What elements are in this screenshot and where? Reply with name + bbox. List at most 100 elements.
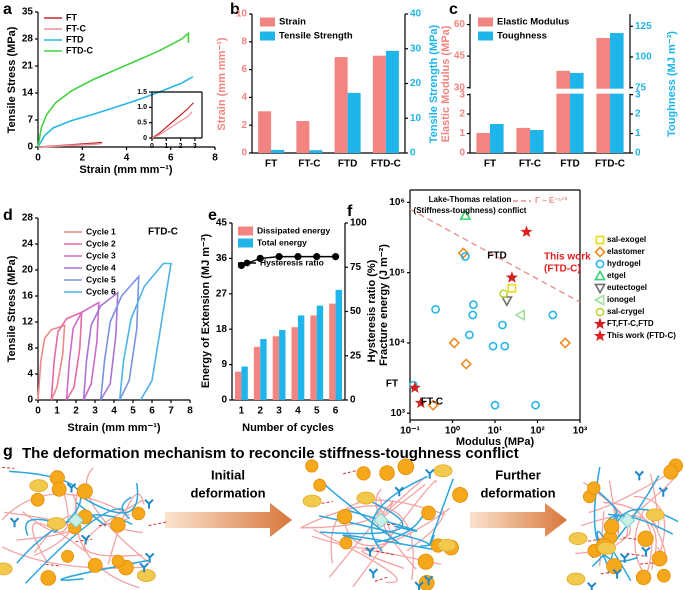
arrow [165, 503, 292, 537]
particle [663, 464, 679, 480]
y2-tick-label: 20 [410, 78, 422, 89]
polymer-chain [313, 528, 398, 584]
y-tick-label: 0 [27, 142, 33, 153]
marker [408, 381, 421, 393]
network-illustration [0, 458, 683, 590]
marker [448, 337, 460, 349]
y2-axis-label: Hysteresis ratio (%) [366, 259, 378, 362]
particle [76, 483, 93, 500]
particle [339, 536, 353, 550]
data-line [37, 76, 194, 148]
legend-label: hydrogel [607, 259, 641, 268]
y-tick-label: 1.5 [137, 89, 147, 96]
x-tick-label: 5 [314, 406, 320, 417]
legend-swatch [478, 17, 493, 27]
polymer-chain [121, 496, 132, 520]
bar [241, 366, 248, 400]
bar [570, 72, 584, 153]
dashed-bond [626, 552, 648, 557]
polymer-chain [608, 480, 620, 537]
panel-letter: g [3, 443, 13, 460]
bar [309, 150, 323, 153]
y-tick-label: 10³ [391, 408, 406, 419]
crystal-domain [356, 491, 376, 505]
x-tick-label: FT-C [298, 159, 320, 170]
particle [111, 554, 125, 568]
annotation: FTD [487, 251, 506, 262]
particle [379, 465, 395, 481]
y2-tick-label: 0 [635, 148, 641, 159]
legend-label: Tensile Strength [279, 31, 353, 42]
crosslink-node [68, 512, 84, 529]
dashed-bond [377, 523, 398, 526]
y-tick-label: 3 [459, 89, 465, 100]
y2-tick-label: 30 [410, 43, 422, 54]
legend-label: Elastic Modulus [497, 17, 569, 28]
crosslinker [394, 486, 404, 497]
marker [460, 252, 470, 261]
bar [516, 127, 530, 153]
step-label: Initial [211, 467, 245, 482]
annotation: (FTD-C) [544, 264, 581, 275]
marker [499, 289, 509, 299]
annotation: FT-C [421, 397, 443, 408]
x-tick-label: 0 [35, 406, 41, 417]
bar [316, 305, 324, 400]
data-line [151, 102, 194, 139]
x-tick-label: 10² [530, 426, 545, 437]
legend-label: Hysteresis ratio [260, 257, 324, 267]
x-tick-label: 3 [92, 406, 98, 417]
line-marker [294, 253, 302, 261]
data-line [37, 324, 66, 401]
y-tick-label: 8 [241, 36, 247, 47]
dashed-bond [2, 467, 15, 469]
x-tick-label: 6 [168, 153, 174, 164]
polymer-chain [301, 505, 414, 581]
panel-letter: e [208, 207, 217, 224]
y-tick-label: 45 [454, 51, 466, 62]
y-tick-label: 0 [459, 148, 465, 159]
y2-axis-label: Tensile Strength (MPa) [428, 24, 440, 143]
crosslinker [414, 581, 424, 590]
marker [593, 317, 607, 330]
dashed-bond [45, 563, 61, 567]
x-tick-label: 1 [164, 143, 168, 150]
dashed-bond [311, 501, 333, 506]
x-tick-label: 3 [193, 143, 197, 150]
marker [457, 247, 470, 259]
y-tick-label: 0 [143, 135, 147, 142]
bar [272, 336, 280, 400]
line-marker [256, 254, 264, 262]
marker [490, 400, 500, 410]
dashed-bond [148, 521, 169, 527]
x-tick-label: 2 [179, 143, 183, 150]
y-tick-label: 27 [216, 288, 228, 299]
legend-label: Cycle 5 [86, 274, 116, 284]
particle [336, 508, 353, 525]
legend-label: Strain [279, 17, 306, 28]
data-line [50, 311, 83, 401]
legend-swatch [243, 259, 251, 267]
x-tick-label: 6 [149, 406, 155, 417]
crystal-domain [568, 532, 588, 545]
polymer-chain [614, 508, 679, 527]
marker [500, 296, 513, 307]
y2-tick-label: 100 [635, 52, 652, 63]
x-axis-label: Strain (mm mm⁻¹) [67, 422, 161, 434]
legend-swatch [478, 31, 493, 41]
y-tick-label: 4 [27, 369, 33, 380]
y-tick-label: 45 [216, 218, 228, 229]
y-tick-label: 0 [221, 395, 227, 406]
y-tick-label: 8 [27, 343, 33, 354]
legend-swatch [238, 238, 253, 248]
x-tick-label: 4 [111, 406, 117, 417]
trend-line [409, 208, 581, 303]
legend-label: FTD-C [66, 45, 93, 55]
x-tick-label: FTD-C [371, 159, 401, 170]
polymer-chain [60, 559, 150, 581]
annotation: FT [386, 379, 398, 390]
y-tick-label: 30 [454, 82, 466, 93]
y-tick-label: 10⁴ [389, 338, 405, 349]
x-tick-label: 8 [212, 153, 218, 164]
